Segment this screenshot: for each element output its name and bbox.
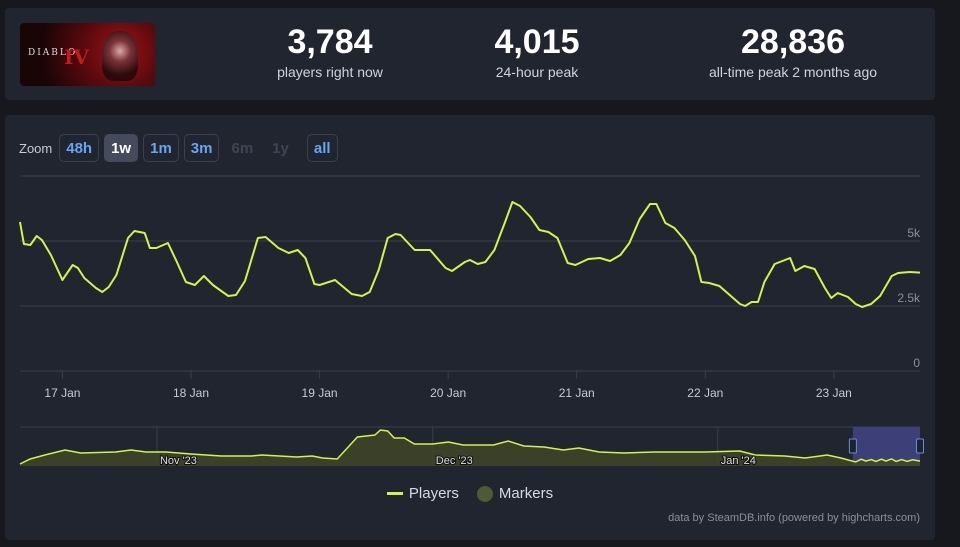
legend-players[interactable]: Players xyxy=(386,485,459,502)
stat-all-time-peak: 28,836 all-time peak 2 months ago xyxy=(673,22,913,80)
zoom-1y-button: 1y xyxy=(265,134,296,162)
x-tick-label: 19 Jan xyxy=(302,386,338,400)
logo-artwork xyxy=(102,31,138,81)
x-tick-label: 21 Jan xyxy=(559,386,595,400)
stat-current-players: 3,784 players right now xyxy=(210,22,450,80)
chart-legend: Players Markers xyxy=(5,485,935,502)
zoom-48h-button[interactable]: 48h xyxy=(59,134,100,162)
y-tick-label: 2.5k xyxy=(897,291,921,305)
stat-label: players right now xyxy=(277,64,383,80)
zoom-6m-button: 6m xyxy=(224,134,260,162)
chart-credit[interactable]: data by SteamDB.info (powered by highcha… xyxy=(668,512,920,524)
stat-label: all-time peak 2 months ago xyxy=(708,64,878,80)
navigator-line xyxy=(19,429,921,465)
x-tick-label: 18 Jan xyxy=(173,386,209,400)
logo-numeral: IV xyxy=(64,45,89,69)
y-tick-label: 5k xyxy=(907,226,921,240)
x-tick-label: 22 Jan xyxy=(687,386,723,400)
navigator-tick-label: Nov '23 xyxy=(160,455,197,467)
stat-value: 3,784 xyxy=(287,23,373,61)
zoom-label: Zoom xyxy=(19,140,53,156)
legend-markers[interactable]: Markers xyxy=(476,485,554,502)
y-tick-label: 0 xyxy=(913,356,920,370)
game-logo[interactable]: DIABLO IV xyxy=(20,23,155,86)
zoom-selector: Zoom 48h 1w 1m 3m 6m 1y all xyxy=(19,134,338,162)
x-tick-label: 20 Jan xyxy=(430,386,466,400)
navigator-area xyxy=(20,430,920,466)
zoom-all-button[interactable]: all xyxy=(306,134,338,162)
circle-swatch-icon xyxy=(476,485,493,502)
navigator-selection xyxy=(852,427,920,466)
line-swatch-icon xyxy=(386,492,403,495)
stat-value: 28,836 xyxy=(741,23,845,61)
zoom-1w-button[interactable]: 1w xyxy=(104,134,139,162)
zoom-1m-button[interactable]: 1m xyxy=(143,134,179,162)
zoom-3m-button[interactable]: 3m xyxy=(183,134,220,162)
navigator-handle[interactable] xyxy=(916,438,924,454)
legend-label: Markers xyxy=(498,485,554,502)
player-chart-card: Zoom 48h 1w 1m 3m 6m 1y all 0 2.5k 5k 17 Ja… xyxy=(5,115,935,540)
legend-label: Players xyxy=(408,485,459,502)
stats-header: DIABLO IV 3,784 players right now 4,015 … xyxy=(5,8,935,100)
stat-label: 24-hour peak xyxy=(495,64,579,80)
stat-value: 4,015 xyxy=(494,23,580,61)
player-chart[interactable]: 0 2.5k 5k 17 Jan 18 Jan 19 Jan 20 Jan 21 Jan 22 … xyxy=(5,115,935,540)
navigator-handle[interactable] xyxy=(848,438,857,454)
x-tick-label: 23 Jan xyxy=(816,386,852,400)
logo-text: DIABLO xyxy=(28,48,78,58)
x-tick-label: 17 Jan xyxy=(44,386,80,400)
navigator-tick-label: Jan '24 xyxy=(721,455,756,467)
navigator-tick-label: Dec '23 xyxy=(436,455,473,467)
stat-24h-peak: 4,015 24-hour peak xyxy=(417,22,657,80)
players-series-line xyxy=(19,201,921,308)
